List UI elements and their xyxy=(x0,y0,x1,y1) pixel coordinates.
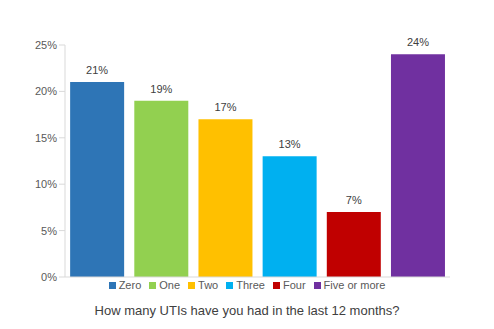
svg-text:7%: 7% xyxy=(346,194,362,206)
html-text:Zero: Zero xyxy=(118,279,142,291)
svg-text:17%: 17% xyxy=(214,101,236,113)
svg-text:5%: 5% xyxy=(41,225,57,237)
svg-text:21%: 21% xyxy=(86,64,108,76)
svg-text:13%: 13% xyxy=(279,138,301,150)
svg-text:0%: 0% xyxy=(41,271,57,283)
html-text:One: One xyxy=(159,279,180,291)
html-text:How many UTIs have you had in: How many UTIs have you had in the last 1… xyxy=(94,303,400,318)
svg-text:20%: 20% xyxy=(35,85,57,97)
html-text:Four: Four xyxy=(283,279,306,291)
svg-text:15%: 15% xyxy=(35,132,57,144)
html-text:Two: Two xyxy=(198,279,219,291)
svg-text:10%: 10% xyxy=(35,178,57,190)
svg-text:19%: 19% xyxy=(150,83,172,95)
html-text:Three: Three xyxy=(236,279,265,291)
svg-text:24%: 24% xyxy=(407,36,429,48)
html-text:Five or more: Five or more xyxy=(323,279,386,291)
svg-text:25%: 25% xyxy=(35,39,57,51)
